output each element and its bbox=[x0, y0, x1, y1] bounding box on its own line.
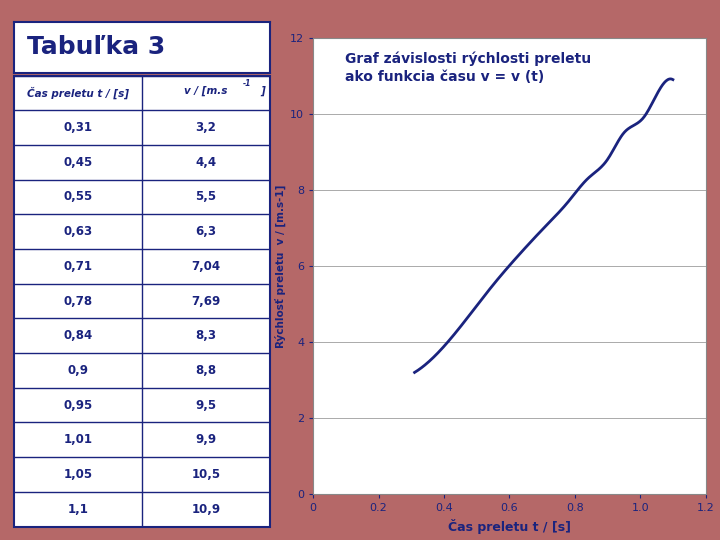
Text: 8,3: 8,3 bbox=[196, 329, 217, 342]
Text: Graf závislosti rýchlosti preletu
ako funkcia času v = v (t): Graf závislosti rýchlosti preletu ako fu… bbox=[345, 51, 590, 84]
X-axis label: Čas preletu t / [s]: Čas preletu t / [s] bbox=[448, 519, 571, 534]
Text: 6,3: 6,3 bbox=[196, 225, 217, 238]
Text: 1,1: 1,1 bbox=[68, 503, 89, 516]
Text: 0,78: 0,78 bbox=[64, 294, 93, 308]
Text: 1,05: 1,05 bbox=[64, 468, 93, 481]
Text: 0,71: 0,71 bbox=[64, 260, 93, 273]
Text: 8,8: 8,8 bbox=[196, 364, 217, 377]
Text: Čas preletu t / [s]: Čas preletu t / [s] bbox=[27, 87, 130, 99]
Text: 3,2: 3,2 bbox=[196, 121, 217, 134]
Text: 5,5: 5,5 bbox=[196, 191, 217, 204]
Text: 10,5: 10,5 bbox=[192, 468, 220, 481]
Text: v / [m.s: v / [m.s bbox=[184, 85, 228, 96]
Text: 0,63: 0,63 bbox=[64, 225, 93, 238]
Text: 1,01: 1,01 bbox=[64, 433, 93, 446]
Text: ]: ] bbox=[260, 85, 265, 96]
Text: 0,45: 0,45 bbox=[63, 156, 93, 169]
Text: 7,04: 7,04 bbox=[192, 260, 220, 273]
Text: 0,55: 0,55 bbox=[63, 191, 93, 204]
Text: 9,5: 9,5 bbox=[196, 399, 217, 411]
Text: 4,4: 4,4 bbox=[196, 156, 217, 169]
Text: Tabuľka 3: Tabuľka 3 bbox=[27, 35, 166, 59]
Text: -1: -1 bbox=[243, 78, 251, 87]
Y-axis label: Rýchlosť preletu  v / [m.s-1]: Rýchlosť preletu v / [m.s-1] bbox=[274, 184, 286, 348]
Text: 0,9: 0,9 bbox=[68, 364, 89, 377]
Text: 0,31: 0,31 bbox=[64, 121, 93, 134]
Text: 7,69: 7,69 bbox=[192, 294, 221, 308]
Text: 9,9: 9,9 bbox=[196, 433, 217, 446]
Text: 10,9: 10,9 bbox=[192, 503, 220, 516]
Text: 0,95: 0,95 bbox=[63, 399, 93, 411]
Text: 0,84: 0,84 bbox=[63, 329, 93, 342]
